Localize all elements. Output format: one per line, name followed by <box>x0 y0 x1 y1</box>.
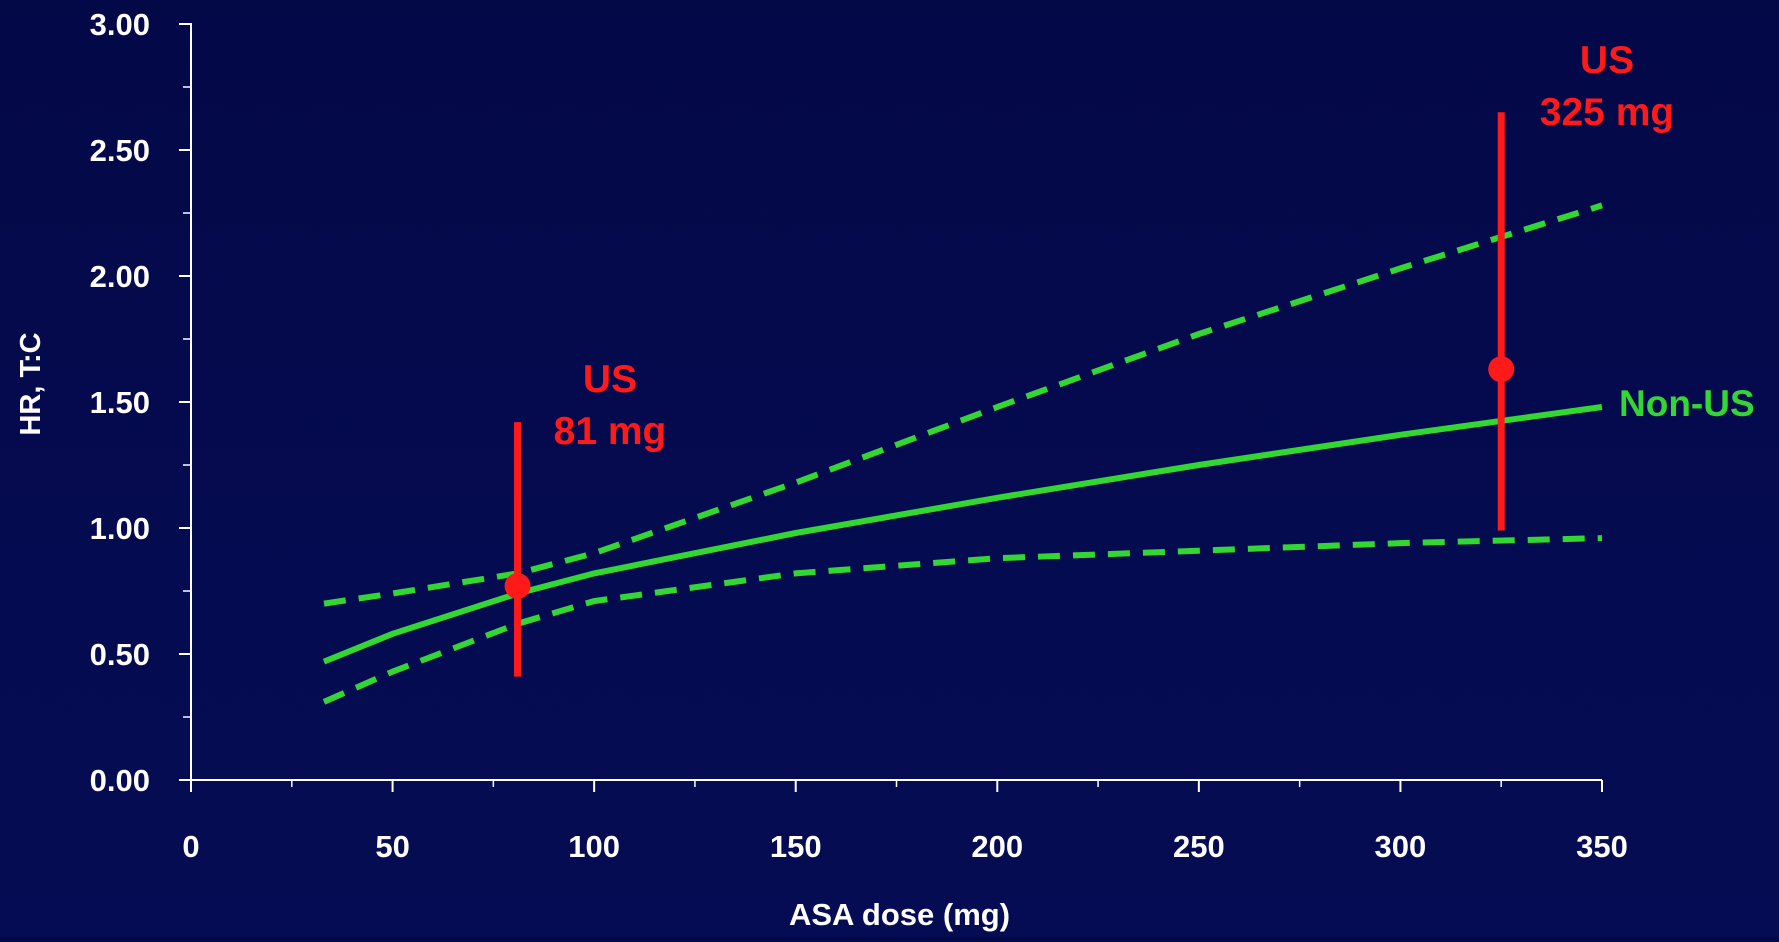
us-label-line2-1: 325 mg <box>1540 91 1674 134</box>
y-tick-label: 0.00 <box>90 763 150 798</box>
us-point-0 <box>504 572 531 599</box>
y-tick-label: 2.00 <box>90 259 150 294</box>
x-tick-label: 350 <box>1576 829 1628 864</box>
series-line-upper-ci <box>323 202 1603 607</box>
y-tick-label: 0.50 <box>90 637 150 672</box>
non-us-label: Non-US <box>1619 383 1755 424</box>
x-tick-label: 300 <box>1375 829 1427 864</box>
series-line-non-us <box>322 404 1603 665</box>
us-label-line2-0: 81 mg <box>554 410 667 453</box>
us-point-1 <box>1488 356 1515 383</box>
x-tick-label: 100 <box>568 829 620 864</box>
y-tick-label: 1.00 <box>90 511 150 546</box>
x-tick-label: 50 <box>375 829 409 864</box>
us-label-line1-1: US <box>1580 39 1634 82</box>
y-axis-label: HR, T:C <box>15 332 47 435</box>
y-tick-label: 2.50 <box>90 133 150 168</box>
x-tick-label: 0 <box>182 829 199 864</box>
x-tick-label: 200 <box>971 829 1023 864</box>
y-tick-label: 1.50 <box>90 385 150 420</box>
series-line-lower-ci <box>322 535 1603 705</box>
x-tick-label: 150 <box>770 829 822 864</box>
us-label-line1-0: US <box>583 358 637 401</box>
y-tick-label: 3.00 <box>90 7 150 42</box>
x-axis-label: ASA dose (mg) <box>789 897 1010 932</box>
x-tick-label: 250 <box>1173 829 1225 864</box>
